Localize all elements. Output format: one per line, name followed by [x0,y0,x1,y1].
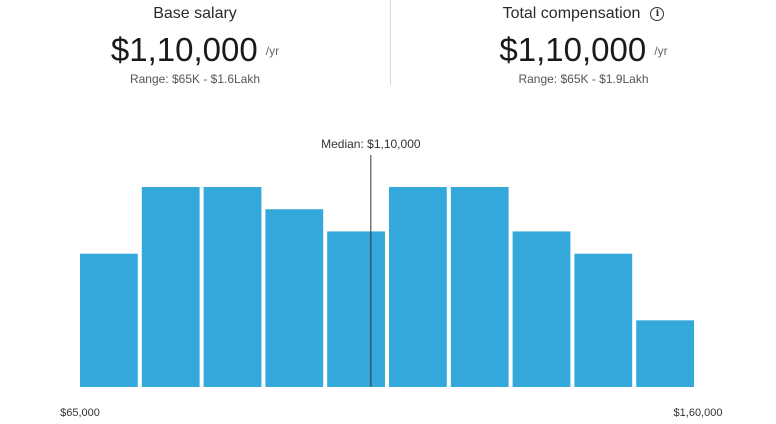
summary-divider [390,0,391,85]
histogram-bars [80,187,694,387]
median-label: Median: $1,10,000 [321,137,421,151]
salary-histogram: Median: $1,10,000 $65,000 $1,60,000 [60,137,723,419]
histogram-bar[interactable] [141,187,200,387]
total-compensation-value-row: $1,10,000 /yr [391,30,776,68]
info-icon[interactable]: i [650,7,665,21]
histogram-bar[interactable] [636,320,694,387]
total-compensation-unit: /yr [654,44,668,58]
base-salary-title: Base salary [0,4,390,24]
histogram-bar[interactable] [574,253,633,387]
histogram-bar[interactable] [450,187,509,387]
total-compensation-panel: Total compensation i $1,10,000 /yr Range… [391,0,776,86]
base-salary-title-text: Base salary [153,5,237,22]
total-compensation-title-text: Total compensation [502,5,641,22]
histogram-bar[interactable] [389,187,447,387]
base-salary-range: Range: $65K - $1.6Lakh [129,72,261,86]
salary-summary: Base salary $1,10,000 /yr Range: $65K - … [0,0,776,90]
histogram-bar[interactable] [80,253,138,387]
total-compensation-value: $1,10,000 [499,31,647,68]
histogram-bar[interactable] [512,231,571,387]
x-axis-max-label: $1,60,000 [674,407,723,419]
total-compensation-title: Total compensation i [391,4,776,24]
histogram-bar[interactable] [265,209,324,387]
histogram-bar[interactable] [203,187,262,387]
base-salary-value: $1,10,000 [110,31,258,68]
base-salary-unit: /yr [265,44,280,58]
x-axis-min-label: $65,000 [60,407,100,419]
base-salary-panel: Base salary $1,10,000 /yr Range: $65K - … [0,0,390,86]
total-compensation-range: Range: $65K - $1.9Lakh [518,72,649,86]
histogram-bar[interactable] [327,231,385,387]
base-salary-value-row: $1,10,000 /yr [0,30,390,68]
